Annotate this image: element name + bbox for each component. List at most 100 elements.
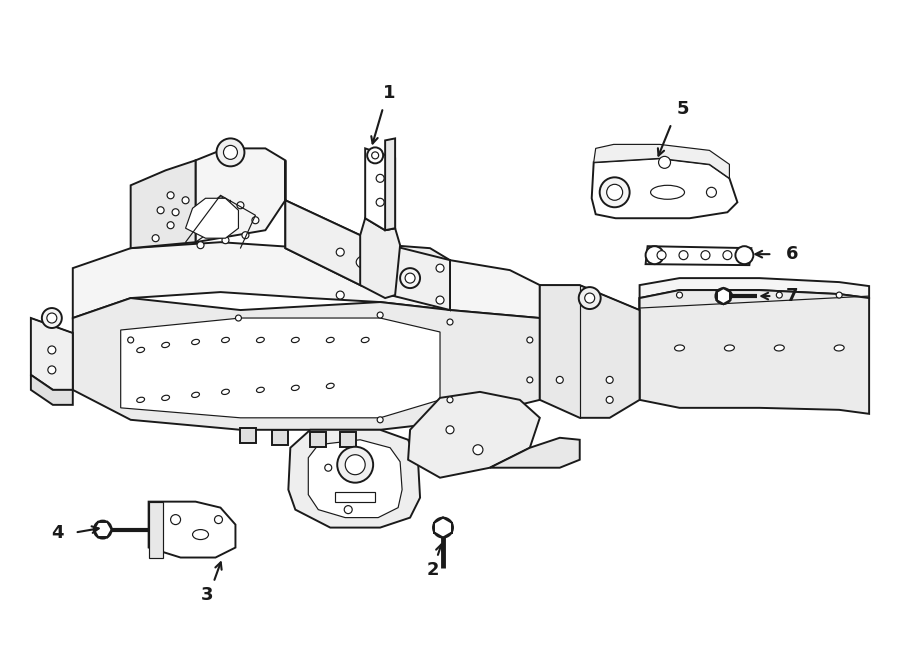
Ellipse shape — [834, 345, 844, 351]
Polygon shape — [408, 392, 540, 478]
Circle shape — [338, 447, 374, 483]
Circle shape — [337, 248, 344, 256]
Circle shape — [222, 237, 229, 244]
Polygon shape — [540, 285, 640, 418]
Polygon shape — [285, 160, 450, 310]
Ellipse shape — [674, 345, 685, 351]
Circle shape — [447, 397, 453, 403]
Circle shape — [473, 445, 483, 455]
Circle shape — [607, 184, 623, 201]
Circle shape — [657, 251, 666, 260]
Circle shape — [242, 232, 249, 239]
Circle shape — [167, 192, 174, 199]
Polygon shape — [310, 432, 327, 447]
Polygon shape — [360, 218, 400, 298]
Polygon shape — [640, 278, 869, 310]
Circle shape — [376, 174, 384, 182]
Circle shape — [48, 366, 56, 374]
Circle shape — [217, 197, 224, 204]
Text: 5: 5 — [676, 101, 688, 118]
Circle shape — [325, 464, 332, 471]
Ellipse shape — [356, 254, 384, 270]
Ellipse shape — [292, 385, 299, 391]
Polygon shape — [121, 318, 440, 418]
Ellipse shape — [162, 342, 169, 348]
Text: 1: 1 — [382, 85, 395, 103]
Circle shape — [128, 337, 134, 343]
Circle shape — [236, 315, 241, 321]
Circle shape — [599, 177, 630, 207]
Circle shape — [376, 199, 384, 207]
Circle shape — [526, 337, 533, 343]
Circle shape — [346, 455, 365, 475]
Polygon shape — [285, 201, 450, 310]
Polygon shape — [185, 199, 238, 238]
Circle shape — [337, 291, 344, 299]
Circle shape — [400, 268, 420, 288]
Ellipse shape — [256, 387, 265, 393]
Circle shape — [607, 397, 613, 403]
Circle shape — [447, 319, 453, 325]
Polygon shape — [73, 298, 540, 430]
Circle shape — [735, 246, 753, 264]
Circle shape — [252, 216, 259, 224]
Circle shape — [377, 312, 383, 318]
Circle shape — [152, 235, 159, 242]
Polygon shape — [490, 438, 580, 468]
Ellipse shape — [774, 345, 784, 351]
Ellipse shape — [327, 383, 334, 389]
Circle shape — [171, 514, 181, 524]
Polygon shape — [591, 158, 737, 218]
Circle shape — [223, 146, 238, 160]
Ellipse shape — [137, 397, 145, 402]
Circle shape — [836, 292, 842, 298]
Circle shape — [726, 292, 733, 298]
Polygon shape — [31, 375, 73, 405]
Polygon shape — [148, 502, 163, 557]
Polygon shape — [130, 160, 195, 248]
Ellipse shape — [724, 345, 734, 351]
Polygon shape — [309, 440, 402, 518]
Ellipse shape — [137, 348, 145, 353]
Text: 3: 3 — [202, 587, 214, 604]
Ellipse shape — [256, 338, 265, 343]
Circle shape — [716, 288, 732, 304]
Circle shape — [436, 264, 444, 272]
Circle shape — [405, 273, 415, 283]
Circle shape — [367, 148, 383, 164]
Circle shape — [214, 516, 222, 524]
Circle shape — [237, 202, 244, 209]
Circle shape — [446, 426, 454, 434]
Ellipse shape — [292, 338, 299, 343]
Ellipse shape — [361, 338, 369, 343]
Polygon shape — [594, 144, 729, 178]
Circle shape — [344, 506, 352, 514]
Circle shape — [645, 246, 663, 264]
Ellipse shape — [192, 340, 200, 345]
Circle shape — [158, 207, 164, 214]
Circle shape — [436, 296, 444, 304]
Circle shape — [217, 138, 245, 166]
Text: 7: 7 — [786, 287, 798, 305]
Polygon shape — [195, 148, 285, 242]
Circle shape — [679, 251, 688, 260]
Polygon shape — [240, 428, 256, 443]
Circle shape — [701, 251, 710, 260]
Ellipse shape — [327, 338, 334, 343]
Polygon shape — [335, 492, 375, 502]
Circle shape — [42, 308, 62, 328]
Polygon shape — [640, 290, 869, 414]
Polygon shape — [340, 432, 356, 447]
Circle shape — [172, 209, 179, 216]
Circle shape — [607, 377, 613, 383]
Ellipse shape — [221, 338, 230, 343]
Ellipse shape — [193, 530, 209, 540]
Circle shape — [197, 242, 204, 249]
Circle shape — [48, 346, 56, 354]
Circle shape — [723, 251, 732, 260]
Circle shape — [579, 287, 600, 309]
Polygon shape — [148, 502, 236, 557]
Text: 6: 6 — [786, 245, 798, 263]
Circle shape — [659, 156, 670, 168]
Circle shape — [433, 518, 453, 538]
